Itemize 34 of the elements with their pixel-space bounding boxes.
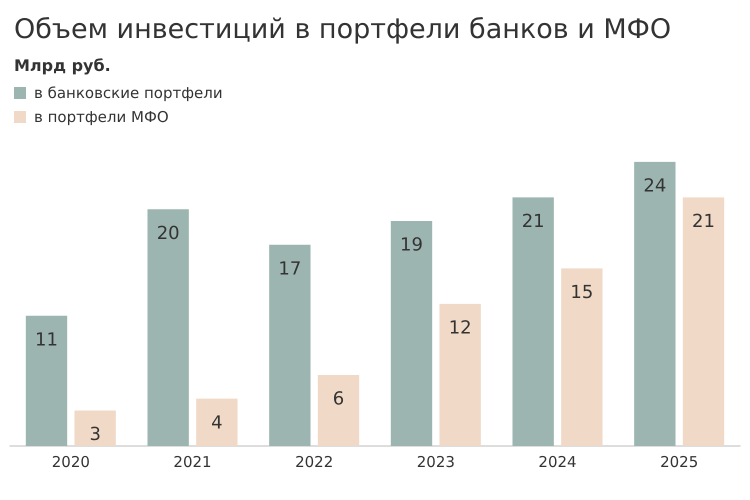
bar	[147, 209, 189, 446]
bar	[26, 316, 68, 446]
chart-subtitle: Млрд руб.	[14, 56, 111, 75]
data-label: 4	[211, 412, 223, 434]
legend-label: в портфели МФО	[34, 108, 169, 126]
data-label: 20	[156, 222, 180, 244]
x-tick-label: 2020	[52, 452, 90, 471]
x-tick-label: 2022	[295, 452, 334, 471]
data-label: 17	[278, 258, 302, 280]
legend-label: в банковские портфели	[34, 84, 223, 102]
bar	[512, 197, 554, 446]
data-label: 3	[89, 424, 101, 446]
data-label: 15	[570, 282, 594, 304]
x-tick-label: 2024	[538, 452, 577, 471]
bar	[682, 197, 724, 446]
data-label: 19	[400, 234, 423, 256]
bar	[74, 410, 116, 446]
data-label: 12	[448, 318, 472, 339]
data-label: 21	[522, 211, 545, 232]
data-label: 24	[643, 176, 666, 197]
x-tick-label: 2021	[173, 452, 212, 471]
bar	[269, 244, 311, 446]
data-label: 6	[332, 388, 344, 410]
data-label: 21	[692, 211, 715, 232]
bar	[561, 268, 603, 446]
chart-title: Объем инвестиций в портфели банков и МФО	[14, 14, 672, 45]
data-label: 11	[35, 329, 58, 350]
bar	[390, 221, 432, 446]
bar	[196, 398, 238, 446]
bar	[318, 374, 360, 446]
bar	[634, 162, 676, 446]
bar	[439, 304, 481, 446]
x-tick-label: 2023	[416, 452, 455, 471]
x-tick-label: 2025	[660, 452, 698, 471]
